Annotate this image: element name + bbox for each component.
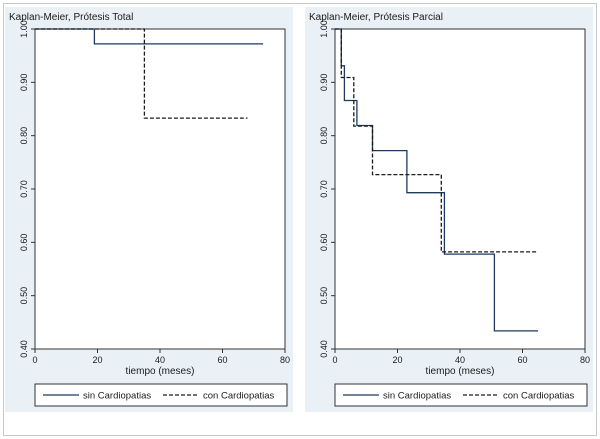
y-tick-label: 0.40 [319, 340, 329, 358]
chart-title: Kaplan-Meier, Prótesis Total [9, 12, 133, 23]
x-tick-label: 40 [455, 355, 465, 365]
legend-label: sin Cardiopatias [383, 391, 451, 402]
y-tick-label: 1.00 [319, 20, 329, 38]
chart-panel-parcial: Kaplan-Meier, Prótesis Parcial 0.40 0.50 0.… [305, 7, 593, 412]
y-tick-label: 0.40 [19, 340, 29, 358]
x-tick-label: 40 [155, 355, 165, 365]
x-tick-label: 60 [217, 355, 227, 365]
legend-box [34, 383, 288, 407]
figure-frame [3, 3, 597, 436]
x-tick-label: 60 [517, 355, 527, 365]
y-tick-label: 0.60 [19, 234, 29, 252]
y-tick-label: 0.60 [319, 234, 329, 252]
legend-label: sin Cardiopatias [83, 391, 151, 402]
y-tick-label: 0.80 [319, 127, 329, 145]
y-tick-label: 0.90 [319, 74, 329, 92]
y-tick-label: 0.50 [19, 287, 29, 305]
x-tick-label: 20 [392, 355, 402, 365]
x-axis-label: tiempo (meses) [126, 366, 195, 377]
x-axis-label: tiempo (meses) [426, 366, 495, 377]
legend-label: con Cardiopatias [503, 391, 575, 402]
series-line-sin-cardiopatias [35, 28, 264, 45]
x-tick-label: 0 [32, 355, 37, 365]
y-tick-label: 0.50 [319, 287, 329, 305]
y-tick-label: 0.80 [19, 127, 29, 145]
x-tick-label: 80 [580, 355, 590, 365]
chart-panel-total: Kaplan-Meier, Prótesis Total 0.40 0.50 0.60… [5, 7, 293, 412]
x-tick-label: 0 [332, 355, 337, 365]
chart-title: Kaplan-Meier, Prótesis Parcial [309, 12, 443, 23]
series-line-con-cardiopatias [35, 28, 248, 119]
x-tick-label: 20 [92, 355, 102, 365]
x-tick-label: 80 [280, 355, 290, 365]
series-line-con-cardiopatias [335, 28, 539, 253]
legend-box [334, 383, 588, 407]
y-tick-label: 0.70 [319, 180, 329, 198]
y-tick-label: 0.70 [19, 180, 29, 198]
plot-area [34, 28, 286, 350]
plot-area [334, 28, 586, 350]
y-tick-label: 0.90 [19, 74, 29, 92]
km-chart-parcial: Kaplan-Meier, Prótesis Parcial 0.40 0.50 0.… [309, 12, 590, 407]
legend-label: con Cardiopatias [203, 391, 275, 402]
km-chart-total: Kaplan-Meier, Prótesis Total 0.40 0.50 0.60… [9, 12, 290, 407]
y-tick-label: 1.00 [19, 20, 29, 38]
